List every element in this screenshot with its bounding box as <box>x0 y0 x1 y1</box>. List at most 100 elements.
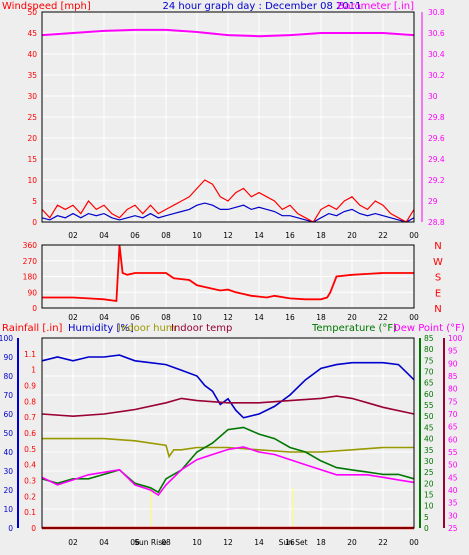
hum-ytick-70: 70 <box>3 391 13 400</box>
temp-ytick-20: 20 <box>424 479 434 488</box>
chart-title: 24 hour graph day : December 08 2011 <box>163 1 362 12</box>
dir-xtick-16: 16 <box>285 313 295 322</box>
baro-ytick-29: 29 <box>428 197 438 206</box>
temp-xtick-04: 04 <box>99 538 109 547</box>
dir-ytick-90: 90 <box>27 288 37 297</box>
dir-frame <box>41 244 415 309</box>
rain-ytick-0.4: 0.4 <box>24 461 36 470</box>
temp-ytick-25: 25 <box>424 468 434 477</box>
dir-xtick-18: 18 <box>316 313 326 322</box>
wind-ytick-40: 40 <box>27 50 37 59</box>
wind-ytick-50: 50 <box>27 8 37 17</box>
barometer-line <box>41 28 415 38</box>
temp-xtick-16: 16 <box>285 538 295 547</box>
wind-ytick-35: 35 <box>27 71 37 80</box>
wind-xtick-00: 00 <box>409 231 419 240</box>
wind-xtick-06: 06 <box>130 231 140 240</box>
rain-ytick-0.8: 0.8 <box>24 397 36 406</box>
dir-compass-2: S <box>435 273 441 284</box>
dir-xtick-04: 04 <box>99 313 109 322</box>
dir-xtick-10: 10 <box>192 313 202 322</box>
hum-ytick-60: 60 <box>3 410 13 419</box>
dew-ytick-35: 35 <box>448 499 458 508</box>
dew-ytick-70: 70 <box>448 410 458 419</box>
dew-ytick-85: 85 <box>448 372 458 381</box>
baro-ytick-30.2: 30.2 <box>428 71 445 80</box>
temp-xtick-10: 10 <box>192 538 202 547</box>
temp-xtick-18: 18 <box>316 538 326 547</box>
wind-xtick-04: 04 <box>99 231 109 240</box>
hum-ytick-80: 80 <box>3 372 13 381</box>
dir-ytick-270: 270 <box>23 257 38 266</box>
hum-ytick-90: 90 <box>3 353 13 362</box>
windspeed-line <box>41 179 415 223</box>
wind-ytick-20: 20 <box>27 134 37 143</box>
hum-ytick-0: 0 <box>8 524 13 533</box>
temp-ytick-30: 30 <box>424 457 434 466</box>
temp-ytick-75: 75 <box>424 356 434 365</box>
indoor-hum-axis-label: Indoor hum <box>118 323 176 334</box>
hum-ytick-40: 40 <box>3 448 13 457</box>
indoor-hum-line <box>42 437 414 459</box>
rain-ytick-1.1: 1.1 <box>24 350 36 359</box>
dew-point-line <box>41 446 415 497</box>
temp-ytick-15: 15 <box>424 490 434 499</box>
rain-ytick-0.6: 0.6 <box>24 429 36 438</box>
rain-ytick-0.3: 0.3 <box>24 477 36 486</box>
temp-ytick-35: 35 <box>424 446 434 455</box>
hum-ytick-30: 30 <box>3 467 13 476</box>
rain-humidity-temperature-panel: 010203040506070809010000.10.20.30.40.50.… <box>0 334 463 547</box>
dew-point-axis-label: Dew Point (°F) <box>393 323 465 334</box>
temp-xtick-14: 14 <box>254 538 264 547</box>
temp-xtick-12: 12 <box>223 538 233 547</box>
dew-ytick-75: 75 <box>448 397 458 406</box>
dir-xtick-00: 00 <box>409 313 419 322</box>
humidity-line <box>41 354 415 419</box>
sun-event-label-1: Sun Set <box>279 538 308 547</box>
dir-xtick-14: 14 <box>254 313 264 322</box>
wind-xtick-20: 20 <box>347 231 357 240</box>
dir-xtick-12: 12 <box>223 313 233 322</box>
dir-xtick-06: 06 <box>130 313 140 322</box>
temp-ytick-40: 40 <box>424 435 434 444</box>
wind-xtick-12: 12 <box>223 231 233 240</box>
dew-ytick-100: 100 <box>448 334 463 343</box>
dew-ytick-45: 45 <box>448 473 458 482</box>
dir-ytick-180: 180 <box>23 273 38 282</box>
baro-ytick-29.4: 29.4 <box>428 155 445 164</box>
dew-ytick-80: 80 <box>448 385 458 394</box>
hum-ytick-20: 20 <box>3 486 13 495</box>
baro-ytick-29.8: 29.8 <box>428 113 445 122</box>
wind-ytick-25: 25 <box>27 113 37 122</box>
indoor-temp-line <box>41 395 415 418</box>
hum-ytick-50: 50 <box>3 429 13 438</box>
wind-xtick-22: 22 <box>378 231 388 240</box>
dew-ytick-50: 50 <box>448 461 458 470</box>
dir-xtick-20: 20 <box>347 313 357 322</box>
temp-ytick-85: 85 <box>424 334 434 343</box>
dir-xtick-02: 02 <box>68 313 78 322</box>
dir-compass-0: N <box>434 241 441 252</box>
wind-ytick-30: 30 <box>27 92 37 101</box>
wind-xtick-02: 02 <box>68 231 78 240</box>
temp-ytick-55: 55 <box>424 401 434 410</box>
wind-ytick-45: 45 <box>27 29 37 38</box>
rainfall-axis-label: Rainfall [.in] <box>2 323 63 334</box>
dir-compass-3: E <box>435 288 441 299</box>
dir-compass-1: W <box>433 257 443 268</box>
rain-ytick-0: 0 <box>31 524 36 533</box>
wind-ytick-5: 5 <box>32 197 37 206</box>
baro-ytick-29.6: 29.6 <box>428 134 445 143</box>
dir-ytick-0: 0 <box>32 304 37 313</box>
humidity-axis-label: Humidity [%] <box>68 323 134 334</box>
dir-ytick-360: 360 <box>23 241 38 250</box>
temp-xtick-08: 08 <box>161 538 171 547</box>
wind-xtick-18: 18 <box>316 231 326 240</box>
indoor-temp-axis-label: Indoor temp <box>171 323 232 334</box>
temperature-axis-label: Temperature (°F) <box>311 323 397 334</box>
hum-ytick-10: 10 <box>3 505 13 514</box>
wind-xtick-10: 10 <box>192 231 202 240</box>
baro-ytick-30.8: 30.8 <box>428 8 445 17</box>
